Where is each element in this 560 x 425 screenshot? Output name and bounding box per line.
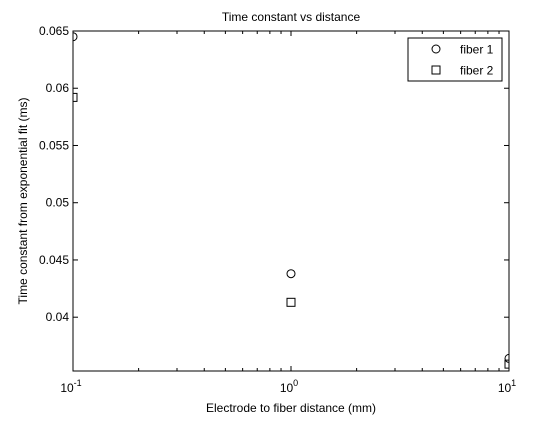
y-tick-label: 0.04: [46, 310, 70, 324]
legend-box: [407, 37, 503, 82]
y-tick-label: 0.065: [39, 24, 69, 38]
chart-title: Time constant vs distance: [222, 10, 361, 24]
data-point-fiber-1: [286, 269, 296, 279]
legend-label-fiber-2: fiber 2: [460, 64, 494, 78]
data-points: [73, 32, 509, 369]
y-axis-label: Time constant from exponential fit (ms): [16, 98, 30, 305]
data-point-fiber-2: [504, 359, 509, 369]
y-tick-label: 0.055: [39, 138, 69, 152]
x-axis-label: Electrode to fiber distance (mm): [206, 401, 376, 415]
x-tick-label: 10-1: [60, 378, 81, 395]
data-point-fiber-1: [504, 353, 509, 363]
plot-area: [72, 30, 510, 372]
y-tick-label: 0.05: [46, 196, 70, 210]
y-tick-label: 0.045: [39, 253, 69, 267]
y-tick-label: 0.06: [46, 81, 70, 95]
x-tick-label: 100: [280, 378, 298, 395]
x-tick-label: 101: [498, 378, 516, 395]
data-point-fiber-2: [73, 92, 78, 102]
data-point-fiber-2: [286, 297, 296, 307]
legend-marker-square: [431, 65, 441, 75]
data-point-fiber-1: [73, 32, 78, 42]
legend: fiber 1 fiber 2: [407, 37, 503, 82]
legend-label-fiber-1: fiber 1: [460, 43, 494, 57]
axis-ticks: 0.04 0.045 0.05 0.055 0.06 0.065 10-1 100 101: [39, 24, 516, 395]
legend-marker-circle: [431, 44, 441, 54]
